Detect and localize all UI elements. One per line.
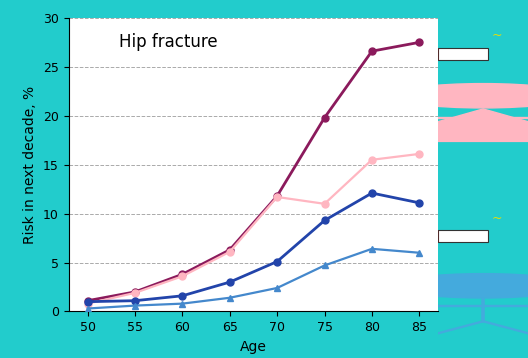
FancyBboxPatch shape — [438, 48, 488, 60]
Text: ~: ~ — [492, 212, 503, 225]
Y-axis label: Risk in next decade, %: Risk in next decade, % — [23, 86, 37, 244]
Bar — [428, 230, 438, 242]
Text: ~: ~ — [492, 29, 503, 42]
Polygon shape — [369, 109, 528, 141]
Circle shape — [392, 274, 528, 298]
X-axis label: Age: Age — [240, 340, 267, 354]
Text: Hip fracture: Hip fracture — [119, 33, 218, 50]
Bar — [428, 48, 438, 60]
Circle shape — [392, 83, 528, 108]
FancyBboxPatch shape — [438, 230, 488, 242]
